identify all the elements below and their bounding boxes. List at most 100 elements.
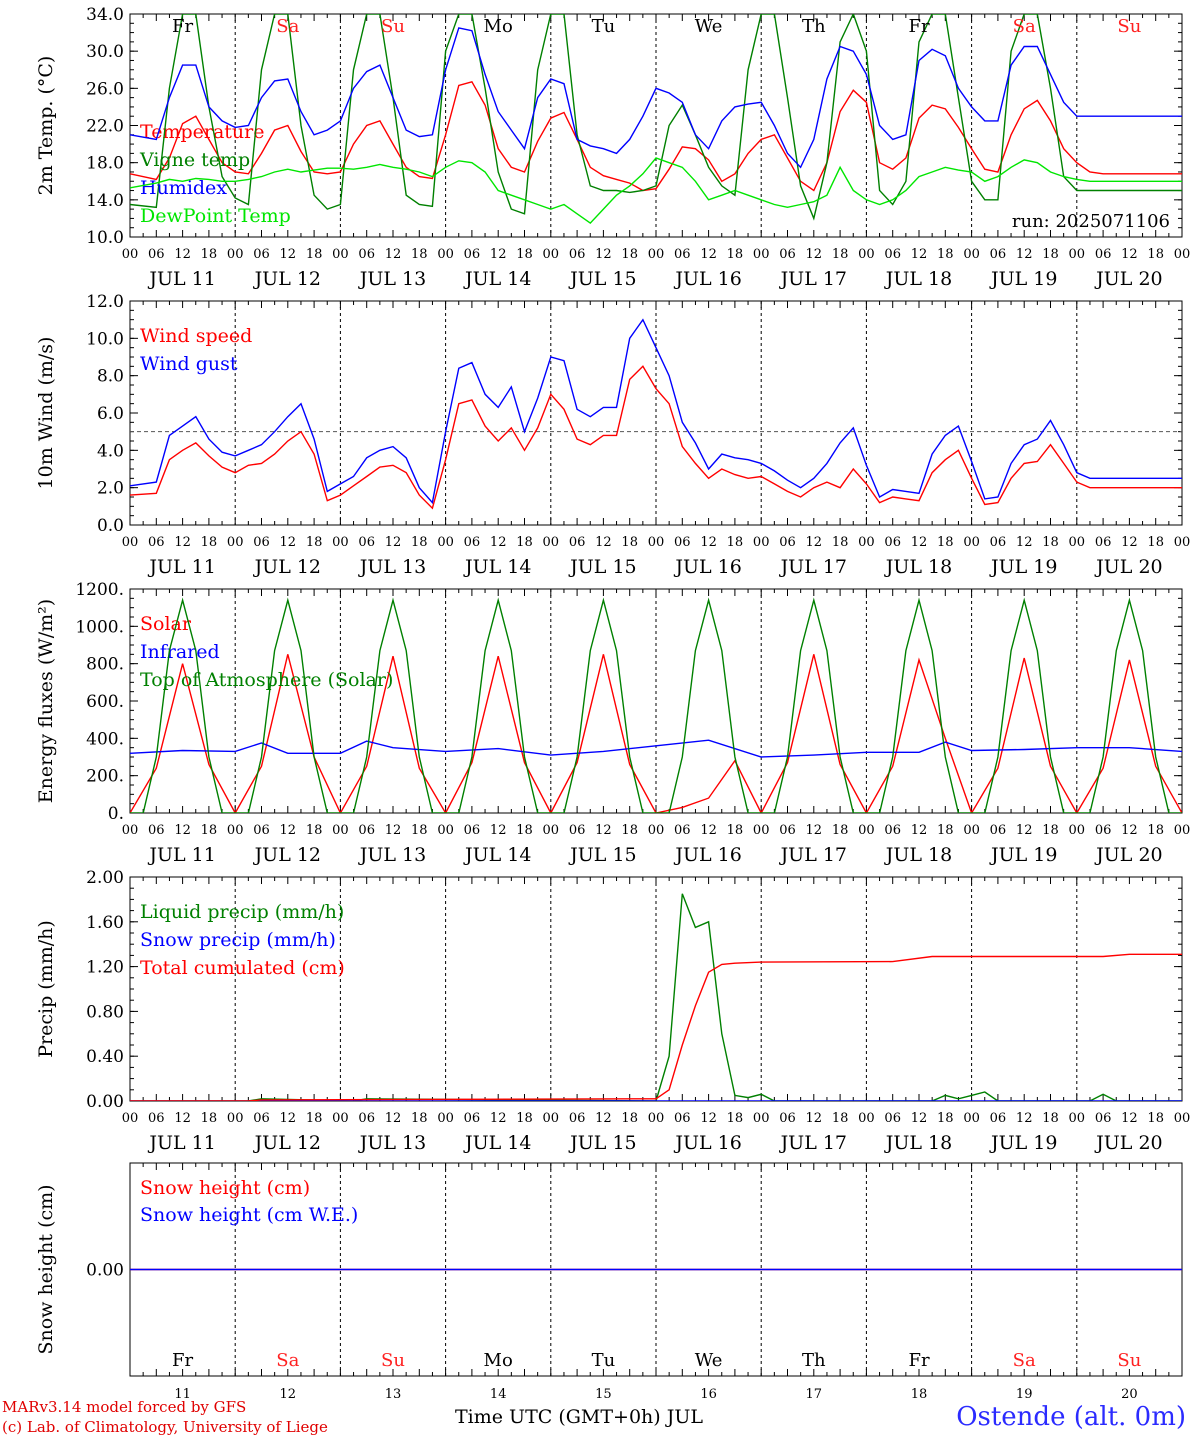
hour-label: 06: [990, 247, 1007, 262]
hour-label: 18: [411, 247, 428, 262]
hour-label: 12: [700, 247, 717, 262]
hour-label: 06: [779, 247, 796, 262]
hour-label: 06: [358, 1111, 375, 1126]
legend-entry: Wind gust: [140, 353, 238, 375]
hour-label: 12: [385, 823, 402, 838]
hour-label: 18: [1042, 535, 1059, 550]
weekday-label: Tu: [592, 1350, 616, 1371]
date-label: JUL 20: [1094, 1132, 1162, 1154]
hour-label: 12: [595, 247, 612, 262]
hour-label: 06: [569, 1111, 586, 1126]
legend-entry: DewPoint Temp: [140, 205, 291, 227]
hour-label: 00: [1174, 1111, 1191, 1126]
weekday-label: Sa: [276, 1350, 299, 1371]
date-label: JUL 17: [779, 1132, 847, 1154]
hour-label: 18: [621, 1111, 638, 1126]
y-axis-title: 2m Temp. (°C): [35, 56, 57, 196]
y-axis-title: 10m Wind (m/s): [35, 337, 57, 490]
hour-label: 12: [385, 247, 402, 262]
hour-label: 18: [832, 535, 849, 550]
y-tick-label: 34.0: [86, 5, 124, 25]
weekday-label: Mo: [484, 16, 513, 37]
date-label: JUL 15: [568, 1132, 636, 1154]
date-label: JUL 13: [358, 844, 426, 866]
hour-label: 18: [727, 535, 744, 550]
y-tick-label: 6.0: [97, 404, 124, 424]
y-tick-label: 2.00: [86, 868, 124, 888]
hour-label: 06: [358, 823, 375, 838]
hour-label: 18: [621, 247, 638, 262]
hour-label: 00: [648, 1111, 665, 1126]
date-label: JUL 19: [989, 844, 1057, 866]
weekday-label: Fr: [172, 1350, 193, 1371]
hour-label: 12: [595, 1111, 612, 1126]
hour-label: 12: [911, 247, 928, 262]
series-line-wind-speed: [130, 365, 1182, 510]
date-label: JUL 13: [358, 556, 426, 578]
y-tick-label: 26.0: [86, 79, 124, 99]
hour-label: 06: [1095, 247, 1112, 262]
weekday-label: Sa: [1013, 1350, 1036, 1371]
y-tick-label: 8.0: [97, 367, 124, 387]
day-number-label: 12: [280, 1387, 297, 1402]
date-label: JUL 16: [673, 268, 741, 290]
hour-label: 00: [753, 823, 770, 838]
hour-label: 18: [1147, 247, 1164, 262]
run-annotation: run: 2025071106: [1012, 211, 1170, 232]
hour-label: 00: [437, 1111, 454, 1126]
hour-label: 06: [464, 1111, 481, 1126]
series-line-temperature: [130, 80, 1182, 192]
hour-label: 12: [174, 1111, 191, 1126]
y-tick-label: 0.0: [97, 516, 124, 536]
credit-lab-label: (c) Lab. of Climatology, University of L…: [2, 1418, 328, 1436]
hour-label: 06: [674, 1111, 691, 1126]
date-label: JUL 12: [253, 844, 321, 866]
hour-label: 12: [174, 535, 191, 550]
date-label: JUL 11: [147, 268, 215, 290]
hour-label: 18: [201, 823, 218, 838]
hour-label: 18: [1147, 1111, 1164, 1126]
series-line-wind-gust: [130, 318, 1182, 505]
hour-label: 00: [1069, 535, 1086, 550]
hour-label: 06: [253, 247, 270, 262]
hour-label: 00: [648, 247, 665, 262]
hour-label: 18: [411, 823, 428, 838]
hour-label: 12: [1121, 247, 1138, 262]
hour-label: 00: [332, 535, 349, 550]
hour-label: 12: [806, 1111, 823, 1126]
date-label: JUL 14: [463, 556, 531, 578]
y-tick-label: 600.: [86, 692, 124, 712]
hour-label: 06: [569, 247, 586, 262]
day-number-label: 19: [1016, 1387, 1033, 1402]
hour-label: 12: [806, 823, 823, 838]
hour-label: 18: [516, 535, 533, 550]
y-axis-title: Energy fluxes (W/m²): [35, 599, 57, 803]
hour-label: 12: [280, 823, 297, 838]
hour-label: 06: [148, 535, 165, 550]
series-line-dewpoint-temp: [130, 157, 1182, 225]
hour-label: 00: [753, 1111, 770, 1126]
date-label: JUL 19: [989, 556, 1057, 578]
hour-label: 00: [858, 247, 875, 262]
hour-label: 00: [858, 535, 875, 550]
weekday-label: Su: [1117, 1350, 1141, 1371]
hour-label: 18: [727, 823, 744, 838]
weekday-label: Fr: [172, 16, 193, 37]
date-label: JUL 15: [568, 556, 636, 578]
hour-label: 12: [595, 535, 612, 550]
hour-label: 06: [674, 823, 691, 838]
hour-label: 06: [990, 1111, 1007, 1126]
hour-label: 06: [1095, 823, 1112, 838]
y-tick-label: 400.: [86, 729, 124, 749]
hour-label: 00: [543, 247, 560, 262]
hour-label: 06: [358, 535, 375, 550]
hour-label: 18: [1042, 823, 1059, 838]
y-axis-title: Snow height (cm): [35, 1184, 57, 1354]
date-label: JUL 16: [673, 1132, 741, 1154]
hour-label: 12: [280, 1111, 297, 1126]
date-label: JUL 14: [463, 844, 531, 866]
date-label: JUL 11: [147, 844, 215, 866]
weekday-label: Th: [802, 16, 826, 37]
weekday-label: Su: [381, 16, 405, 37]
date-label: JUL 15: [568, 844, 636, 866]
